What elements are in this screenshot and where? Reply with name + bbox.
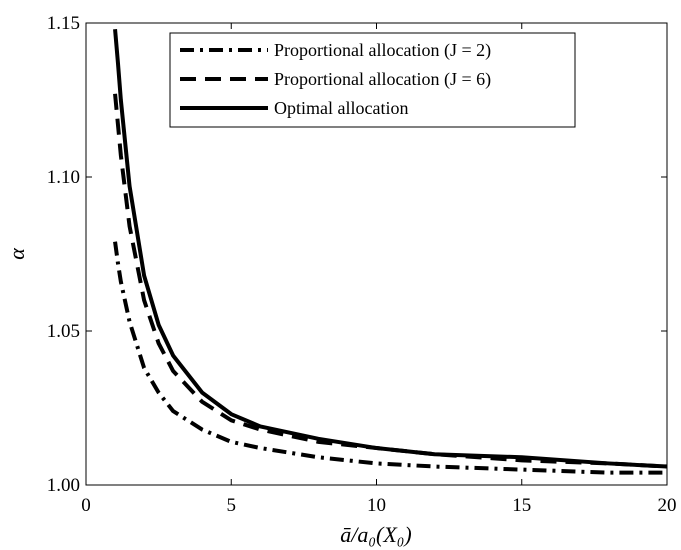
legend: Proportional allocation (J = 2) Proportio… bbox=[169, 32, 576, 128]
x-tick-label-4: 20 bbox=[658, 495, 677, 516]
x-tick-label-0: 0 bbox=[81, 495, 91, 516]
y-tick-label-0: 1.00 bbox=[47, 475, 80, 496]
x-tick-label-2: 10 bbox=[367, 495, 386, 516]
legend-label-1: Proportional allocation (J = 6) bbox=[274, 69, 491, 90]
series-layer bbox=[113, 28, 668, 475]
y-tick-label-2: 1.10 bbox=[47, 167, 80, 188]
x-axis-label: ā/a₀(X₀) bbox=[340, 522, 412, 547]
series-line-2 bbox=[113, 28, 668, 469]
ticks-layer: 0 5 10 15 20 1.00 1.05 1.10 1.15 bbox=[47, 13, 677, 516]
x-tick-label-3: 15 bbox=[512, 495, 531, 516]
y-tick-label-3: 1.15 bbox=[47, 13, 80, 34]
y-axis-label: α bbox=[4, 248, 29, 260]
y-tick-label-1: 1.05 bbox=[47, 321, 80, 342]
x-tick-label-1: 5 bbox=[227, 495, 237, 516]
series-line-0 bbox=[113, 241, 667, 475]
series-line-1 bbox=[113, 93, 668, 469]
legend-label-2: Optimal allocation bbox=[274, 98, 408, 118]
legend-label-0: Proportional allocation (J = 2) bbox=[274, 40, 491, 61]
